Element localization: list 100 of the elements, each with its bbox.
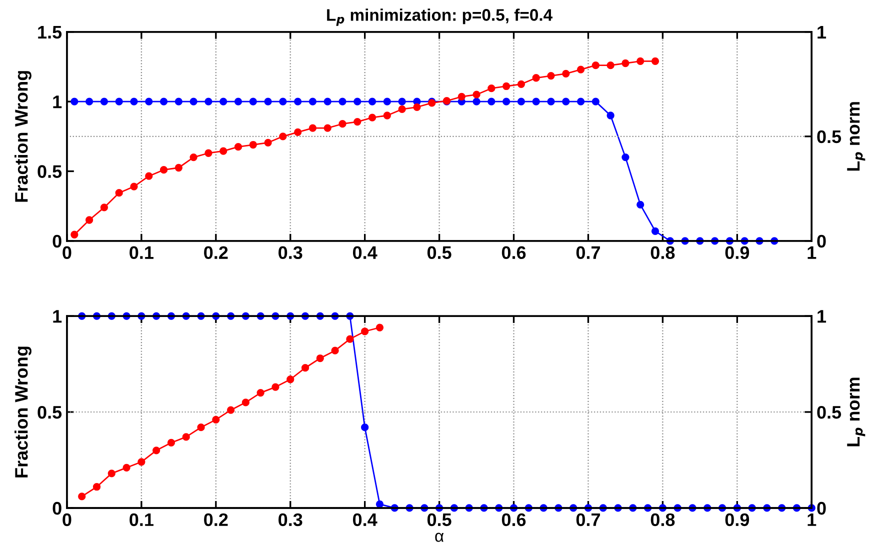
point <box>115 189 123 197</box>
point <box>264 98 272 106</box>
y2-tick-label: 0 <box>817 502 826 515</box>
point <box>152 446 160 454</box>
y-tick-label: 0 <box>52 502 62 515</box>
y-tick-label: 0 <box>52 234 62 248</box>
point <box>301 364 310 372</box>
point <box>234 98 242 106</box>
x-tick-label: 0.3 <box>278 513 302 526</box>
point <box>458 92 466 101</box>
x-tick-label: 0.4 <box>352 246 378 260</box>
point <box>279 132 287 140</box>
point <box>226 406 235 414</box>
point <box>398 98 406 106</box>
point <box>562 70 570 78</box>
point <box>100 98 108 106</box>
point <box>294 98 302 106</box>
point <box>145 172 153 180</box>
point <box>532 74 540 82</box>
point <box>338 120 346 128</box>
x-tick-label: 0.9 <box>725 246 750 260</box>
point <box>204 149 212 157</box>
y2-tick-label: 1 <box>818 310 826 323</box>
point <box>622 59 630 68</box>
point <box>368 98 376 106</box>
point <box>354 98 362 106</box>
point <box>286 376 294 384</box>
point <box>308 124 317 132</box>
x-tick-label: 0.2 <box>204 513 228 526</box>
y2-tick-label: 1 <box>818 26 826 38</box>
x-tick-label: 0.9 <box>725 513 750 526</box>
point <box>249 98 257 106</box>
point <box>502 98 510 106</box>
point <box>70 230 78 238</box>
point <box>294 128 302 136</box>
point <box>145 98 153 106</box>
point <box>160 98 168 106</box>
point <box>197 424 205 432</box>
point <box>562 98 570 106</box>
x-tick-label: 0.6 <box>502 246 526 260</box>
point <box>376 500 384 508</box>
point <box>212 416 220 424</box>
point <box>272 383 280 391</box>
y2-axis-title: L$_{p}$ norm <box>847 378 866 446</box>
x-axis-title: α <box>435 532 444 542</box>
x-tick-label: 0.5 <box>427 513 452 526</box>
point <box>324 98 332 106</box>
point <box>651 57 660 65</box>
y-tick-label: 1.5 <box>38 26 62 39</box>
x-tick-label: 0.6 <box>502 513 526 526</box>
point <box>160 166 168 174</box>
point <box>413 103 421 111</box>
point <box>532 98 540 106</box>
point <box>636 57 644 65</box>
x-tick-label: 0.1 <box>130 513 154 526</box>
point <box>651 227 660 235</box>
point <box>368 114 376 122</box>
point <box>606 112 614 120</box>
point <box>547 72 555 80</box>
point <box>383 98 391 106</box>
point <box>70 98 78 106</box>
point <box>220 98 228 106</box>
point <box>324 124 332 132</box>
point <box>592 98 600 106</box>
point <box>502 82 510 90</box>
y2-tick-label: 0.5 <box>817 406 842 419</box>
point <box>547 98 555 106</box>
x-tick-label: 0.1 <box>130 246 154 260</box>
point <box>308 98 317 106</box>
point <box>204 98 212 106</box>
point <box>376 324 384 332</box>
point <box>130 182 138 190</box>
point <box>85 216 94 224</box>
point <box>256 388 264 397</box>
point <box>316 354 324 362</box>
point <box>606 62 614 70</box>
point <box>488 84 496 92</box>
x-tick-label: 0.5 <box>427 246 452 260</box>
y-tick-label: 1 <box>53 96 62 108</box>
point <box>576 66 585 74</box>
point <box>122 464 130 472</box>
point <box>92 483 101 491</box>
x-tick-label: 0.7 <box>576 246 600 260</box>
point <box>636 200 644 208</box>
point <box>182 433 190 441</box>
point <box>398 105 406 114</box>
y2-axis-title: L$_{p}$ norm <box>847 102 866 171</box>
point <box>130 98 138 106</box>
point <box>517 80 526 88</box>
x-tick-label: 1 <box>808 514 816 526</box>
y-axis-title: Fraction Wrong <box>14 71 32 202</box>
point <box>174 164 182 172</box>
x-tick-label: 0.4 <box>352 513 378 526</box>
y-tick-label: 0.5 <box>38 165 62 178</box>
y-axis-title: Fraction Wrong <box>14 346 32 478</box>
point <box>249 140 257 149</box>
y-tick-label: 1 <box>53 310 62 323</box>
x-tick-label: 0 <box>62 246 72 260</box>
point <box>220 147 228 155</box>
point <box>622 153 630 162</box>
